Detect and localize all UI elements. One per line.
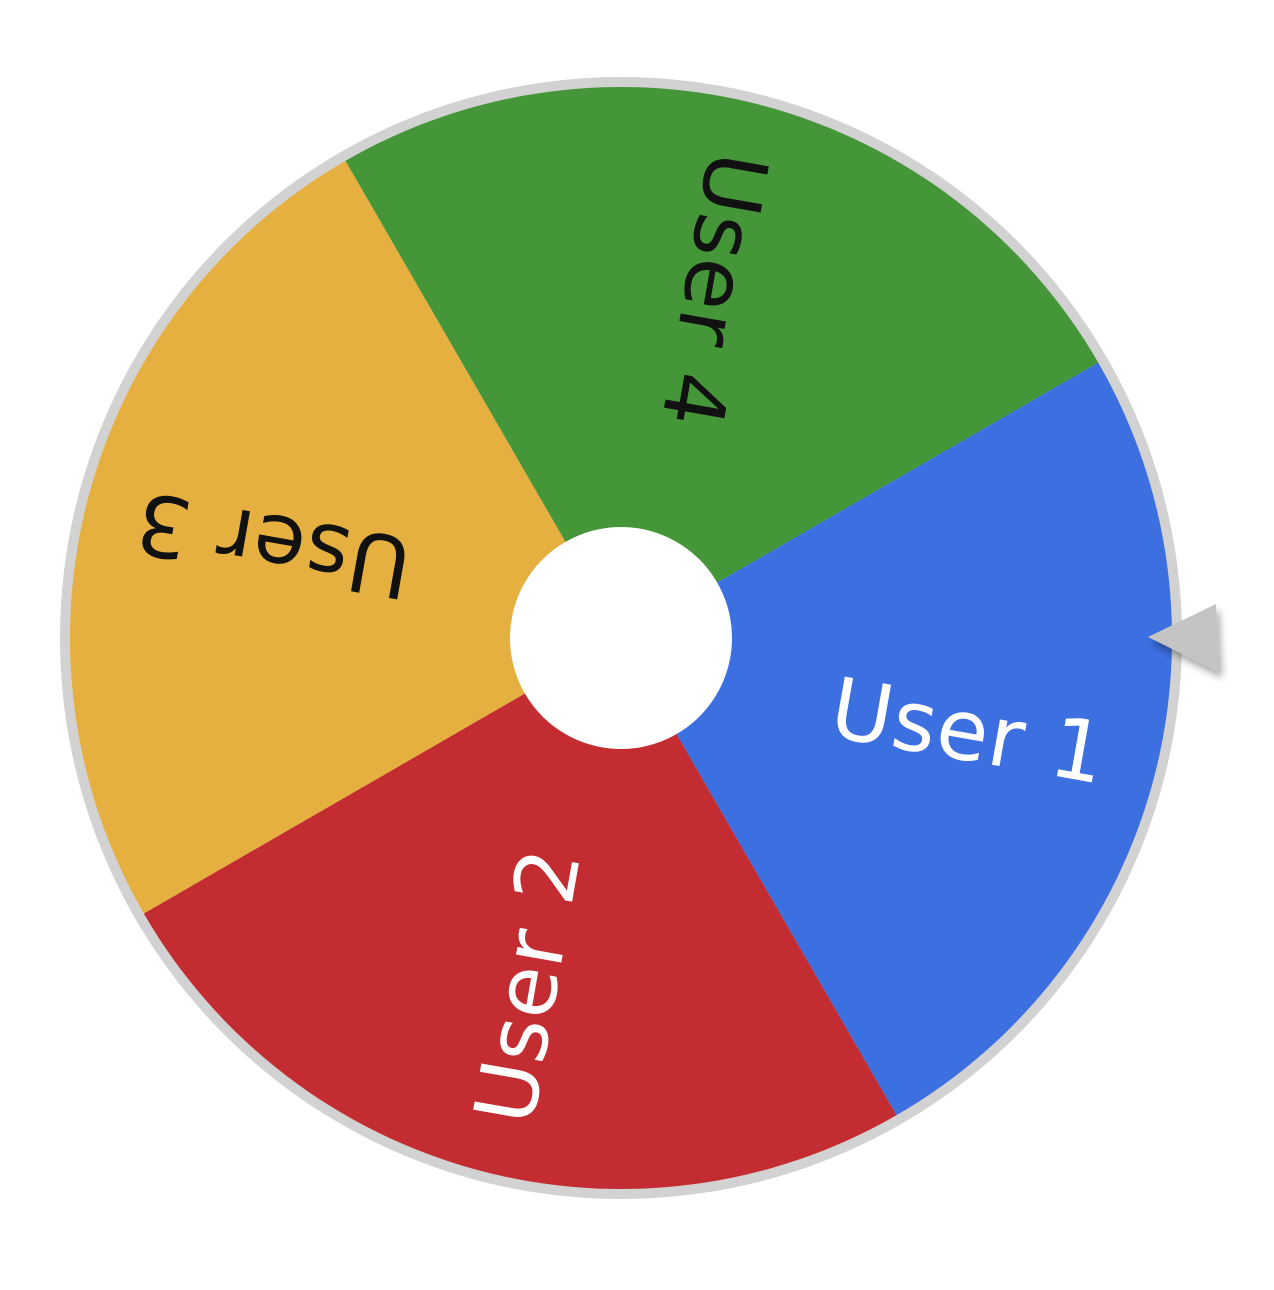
segment-user-1[interactable]	[621, 362, 1173, 1116]
wheel-hub[interactable]	[510, 527, 732, 749]
wheel-segments	[69, 87, 1173, 1189]
segment-user-4[interactable]	[345, 87, 1099, 638]
triangle-pointer-icon	[1148, 604, 1219, 672]
segment-user-3[interactable]	[69, 160, 621, 914]
segment-user-2[interactable]	[143, 638, 897, 1189]
